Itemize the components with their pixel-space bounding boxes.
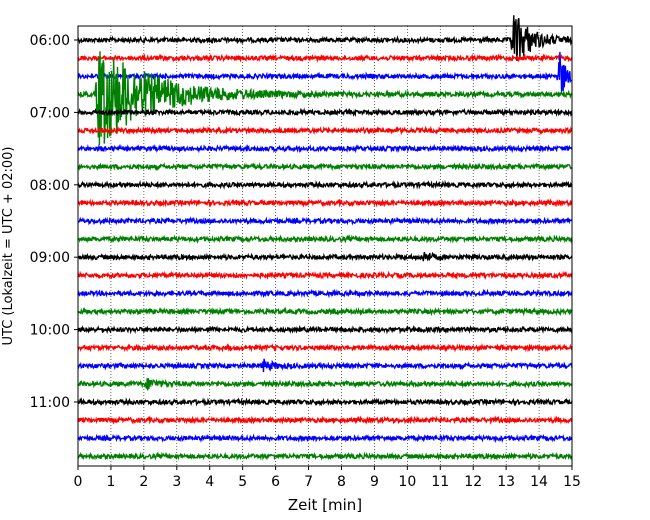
- traces: [77, 15, 573, 462]
- x-tick-label: 14: [530, 474, 548, 490]
- seismic-trace-0615: [77, 53, 573, 63]
- x-tick-label: 1: [106, 474, 115, 490]
- seismic-trace-0630: [77, 51, 573, 92]
- seismic-trace-0900: [77, 251, 573, 262]
- seismic-trace-1030: [77, 358, 573, 373]
- x-tick-label: 6: [271, 474, 280, 490]
- x-tick-label: 9: [370, 474, 379, 490]
- seismic-trace-0945: [77, 306, 573, 317]
- y-axis: 06:00 07:00 08:00 09:00 10:00 11:00: [30, 33, 78, 411]
- seismic-trace-0915: [77, 270, 573, 281]
- seismic-trace-1000: [77, 324, 573, 335]
- seismic-trace-0930: [77, 288, 573, 299]
- seismic-trace-1015: [77, 342, 573, 353]
- seismic-trace-0815: [77, 198, 573, 208]
- seismic-trace-0800: [77, 179, 573, 190]
- y-tick-label: 09:00: [30, 250, 70, 266]
- seismic-trace-0715: [77, 125, 573, 136]
- seismic-trace-0830: [77, 216, 573, 226]
- seismic-trace-1145: [77, 451, 573, 462]
- x-tick-label: 8: [337, 474, 346, 490]
- seismic-trace-0745: [77, 161, 573, 172]
- y-tick-label: 10:00: [30, 323, 70, 339]
- x-tick-label: 13: [497, 474, 515, 490]
- y-tick-label: 06:00: [30, 33, 70, 49]
- y-axis-label: UTC (Lokalzeit = UTC + 02:00): [1, 147, 16, 346]
- seismic-trace-1130: [77, 433, 573, 444]
- seismic-trace-0700: [77, 107, 573, 118]
- plot-frame: [77, 25, 573, 467]
- x-tick-label: 10: [398, 474, 416, 490]
- seismic-trace-1045: [77, 378, 573, 391]
- seismic-trace-1115: [77, 415, 573, 425]
- x-tick-label: 2: [139, 474, 148, 490]
- y-tick-label: 07:00: [30, 105, 70, 121]
- seismic-trace-0730: [77, 143, 573, 154]
- seismic-trace-0845: [77, 234, 573, 244]
- y-tick-label: 08:00: [30, 178, 70, 194]
- x-tick-label: 3: [172, 474, 181, 490]
- x-tick-label: 4: [205, 474, 214, 490]
- y-tick-label: 11:00: [30, 395, 70, 411]
- seismic-trace-1100: [77, 397, 573, 407]
- seismic-trace-0600: [77, 15, 573, 61]
- seismic-trace-0645: [77, 51, 573, 146]
- x-tick-label: 11: [431, 474, 449, 490]
- x-axis: 0 1 2 3 4 5 6 7 8 9 10 11 12 13 14 15: [74, 466, 581, 490]
- x-axis-label: Zeit [min]: [288, 496, 362, 514]
- x-tick-label: 7: [304, 474, 313, 490]
- x-tick-label: 5: [238, 474, 247, 490]
- x-tick-label: 15: [563, 474, 581, 490]
- x-tick-label: 0: [74, 474, 83, 490]
- x-grid: [110, 26, 540, 466]
- x-tick-label: 12: [464, 474, 482, 490]
